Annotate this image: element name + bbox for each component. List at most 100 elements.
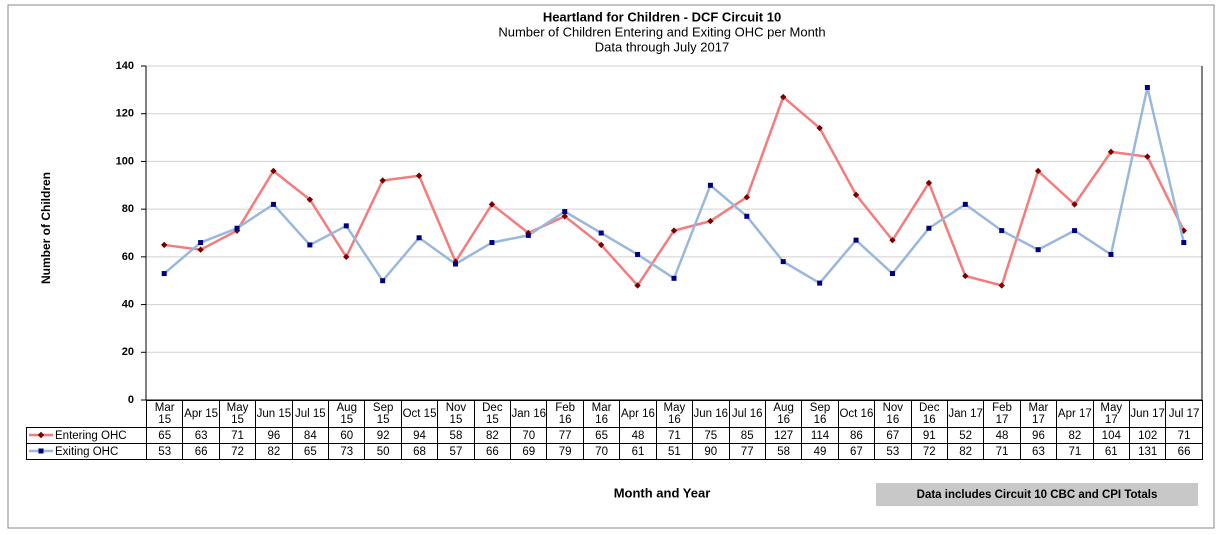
x-tick-label: Nov 15 — [437, 400, 475, 428]
x-tick-label: Jul 15 — [291, 400, 330, 428]
data-cell: 73 — [328, 443, 366, 460]
data-cell: 79 — [546, 443, 584, 460]
chart-subtitle: Data through July 2017 — [595, 39, 729, 54]
point — [1181, 240, 1187, 246]
data-cell: 66 — [1165, 443, 1203, 460]
point — [343, 253, 350, 261]
point — [671, 275, 677, 281]
x-tick-label: Apr 15 — [182, 400, 220, 428]
point — [1071, 201, 1078, 208]
point — [307, 242, 313, 248]
data-cell: 65 — [291, 443, 330, 460]
chart-title: Heartland for Children - DCF Circuit 10 — [543, 9, 781, 24]
legend-label: Entering OHC — [55, 429, 127, 442]
point — [270, 167, 277, 175]
point — [780, 93, 787, 101]
data-cell: 70 — [582, 443, 621, 460]
data-cell: 90 — [692, 443, 730, 460]
point — [926, 225, 932, 231]
x-tick-label: Jun 16 — [692, 400, 730, 428]
x-tick-label: Jul 16 — [728, 400, 766, 428]
y-axis-label: Number of Children — [39, 172, 53, 284]
data-cell: 71 — [218, 427, 257, 444]
data-cell: 96 — [1019, 427, 1058, 444]
y-tick-label: 140 — [116, 60, 134, 72]
point — [852, 191, 860, 199]
point — [780, 259, 786, 265]
point — [525, 232, 531, 238]
data-cell: 68 — [400, 443, 439, 460]
point — [597, 241, 605, 249]
point — [1180, 227, 1187, 234]
point — [161, 271, 167, 277]
y-tick-label: 20 — [122, 346, 134, 358]
data-cell: 104 — [1092, 427, 1130, 444]
y-tick-label: 80 — [122, 203, 134, 215]
x-tick-label: Aug 16 — [764, 400, 803, 428]
x-tick-label: Apr 17 — [1056, 400, 1094, 428]
data-cell: 61 — [1092, 443, 1130, 460]
data-cell: 53 — [874, 443, 912, 460]
x-tick-label: Mar 16 — [582, 400, 621, 428]
data-cell: 53 — [145, 443, 184, 460]
x-tick-label: Jun 15 — [255, 400, 293, 428]
data-cell: 48 — [983, 427, 1021, 444]
y-tick-label: 120 — [116, 108, 134, 120]
point — [234, 225, 240, 231]
data-cell: 72 — [218, 443, 257, 460]
data-cell: 114 — [801, 427, 839, 444]
point — [816, 124, 823, 132]
point — [1107, 148, 1115, 156]
data-cell: 86 — [837, 427, 876, 444]
y-tick-label: 40 — [122, 298, 134, 310]
point — [380, 278, 386, 284]
data-cell: 71 — [655, 427, 694, 444]
data-cell: 71 — [983, 443, 1021, 460]
x-tick-label: Jul 17 — [1165, 400, 1203, 428]
data-cell: 96 — [255, 427, 293, 444]
point — [1144, 84, 1150, 90]
data-cell: 127 — [764, 427, 803, 444]
data-cell: 91 — [910, 427, 948, 444]
point — [598, 230, 604, 236]
legend-label: Exiting OHC — [55, 445, 119, 458]
data-cell: 131 — [1128, 443, 1167, 460]
point — [635, 251, 641, 257]
data-cell: 94 — [400, 427, 439, 444]
chart-subtitle: Number of Children Entering and Exiting … — [498, 24, 825, 39]
data-cell: 49 — [801, 443, 839, 460]
blank-cell — [27, 401, 147, 428]
point — [707, 182, 713, 188]
x-tick-label: Mar 17 — [1019, 400, 1058, 428]
series-row: Entering OHC 65 63 71 96 84 60 92 94 58 82 70 77 65 48… — [26, 427, 1203, 444]
legend-entry: Entering OHC — [26, 427, 147, 444]
data-cell: 102 — [1128, 427, 1167, 444]
point — [198, 240, 204, 246]
point — [343, 223, 349, 229]
point — [306, 196, 314, 203]
data-cell: 77 — [728, 443, 766, 460]
point — [634, 282, 641, 289]
data-cell: 51 — [655, 443, 694, 460]
point — [743, 194, 751, 201]
data-cell: 52 — [946, 427, 985, 444]
point — [416, 235, 422, 241]
data-cell: 70 — [510, 427, 548, 444]
point — [670, 227, 678, 234]
data-table: Mar 15 Apr 15 May 15 Jun 15 Jul 15 Aug 15 Sep … — [26, 400, 1203, 460]
x-tick-label: Sep 16 — [801, 400, 839, 428]
x-tick-label: May 16 — [655, 400, 694, 428]
data-cell: 82 — [473, 427, 512, 444]
point — [1108, 251, 1114, 257]
x-axis-label: Month and Year — [614, 485, 711, 500]
data-cell: 48 — [619, 427, 657, 444]
data-cell: 65 — [582, 427, 621, 444]
point — [1072, 228, 1078, 234]
point — [707, 217, 714, 225]
category-row: Mar 15 Apr 15 May 15 Jun 15 Jul 15 Aug 15 Sep … — [27, 400, 1203, 428]
series-row: Exiting OHC 53 66 72 82 65 73 50 68 57 66 69 79 70 61 5… — [26, 443, 1203, 460]
x-tick-label: Apr 16 — [619, 400, 657, 428]
point — [379, 177, 386, 184]
data-cell: 92 — [364, 427, 402, 444]
x-tick-label: May 17 — [1092, 400, 1130, 428]
